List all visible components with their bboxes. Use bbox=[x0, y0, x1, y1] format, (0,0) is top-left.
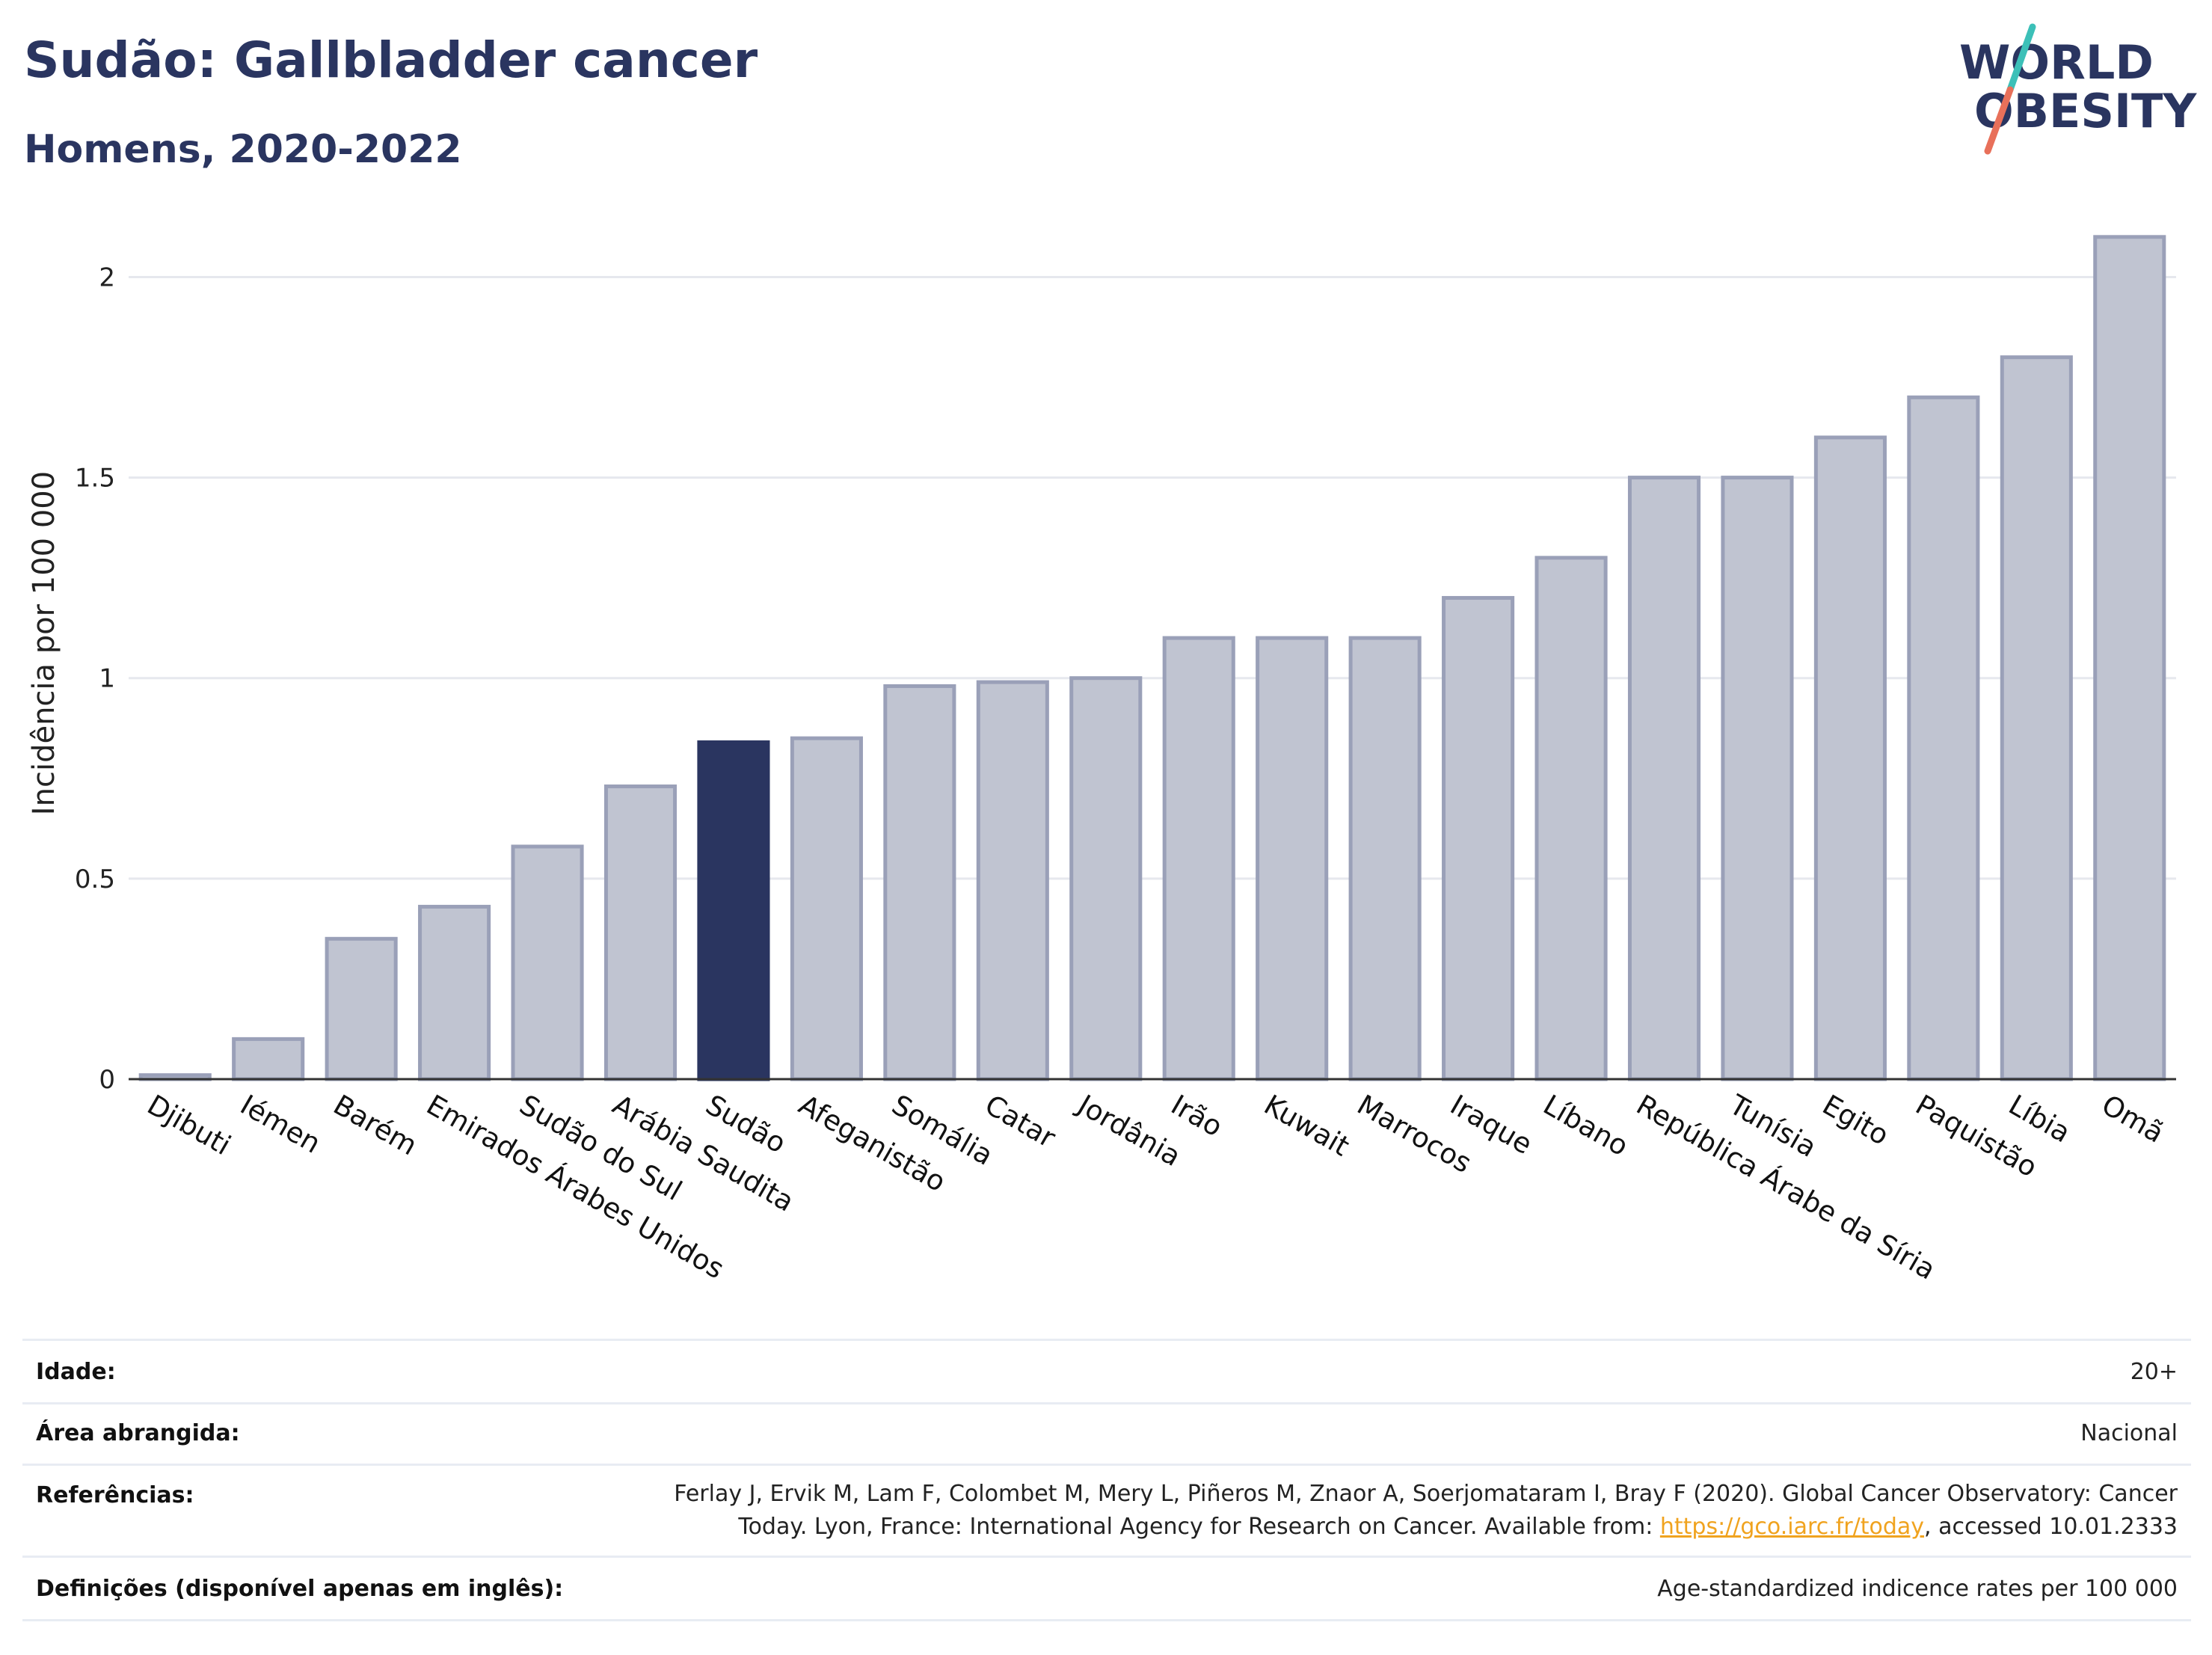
definitions-label: Definições (disponível apenas em inglês)… bbox=[36, 1576, 564, 1602]
bar-paquistão[interactable] bbox=[1907, 395, 1980, 1081]
bar-egito[interactable] bbox=[1813, 435, 1887, 1081]
bar-tunísia[interactable] bbox=[1721, 476, 1794, 1081]
references-line2: Today. Lyon, France: International Agenc… bbox=[674, 1511, 2178, 1544]
x-tick-label: Omã bbox=[2096, 1089, 2169, 1149]
y-tick-label: 1.5 bbox=[75, 464, 115, 494]
bar-república-árabe-da-síria[interactable] bbox=[1627, 476, 1701, 1081]
area-label: Área abrangida: bbox=[36, 1420, 240, 1446]
definitions-value: Age-standardized indicence rates per 100… bbox=[1657, 1576, 2178, 1602]
bar-catar[interactable] bbox=[976, 680, 1049, 1081]
references-line1: Ferlay J, Ervik M, Lam F, Colombet M, Me… bbox=[674, 1481, 2178, 1507]
bar-omã[interactable] bbox=[2093, 235, 2166, 1081]
page-title: Sudão: Gallbladder cancer bbox=[24, 31, 758, 89]
references-line2-pre: Today. Lyon, France: International Agenc… bbox=[738, 1514, 1660, 1540]
x-tick-label: Irão bbox=[1166, 1089, 1228, 1143]
y-tick-label: 1 bbox=[99, 664, 115, 694]
info-row-definitions: Definições (disponível apenas em inglês)… bbox=[22, 1558, 2191, 1621]
y-tick-label: 2 bbox=[99, 262, 115, 292]
bar-afeganistão[interactable] bbox=[790, 736, 863, 1081]
page-subtitle: Homens, 2020-2022 bbox=[24, 127, 462, 172]
x-tick-label: Jordânia bbox=[1072, 1088, 1187, 1173]
info-row-age: Idade: 20+ bbox=[22, 1339, 2191, 1404]
x-tick-label: Líbano bbox=[1538, 1089, 1634, 1163]
x-tick-label: Barém bbox=[328, 1089, 423, 1162]
bar-líbia[interactable] bbox=[2000, 355, 2073, 1081]
world-obesity-logo: WORLD OBESITY bbox=[1959, 23, 2197, 155]
age-label: Idade: bbox=[36, 1359, 116, 1385]
bar-líbano[interactable] bbox=[1534, 556, 1608, 1081]
y-tick-label: 0 bbox=[99, 1065, 115, 1095]
y-tick-label: 0.5 bbox=[75, 865, 115, 894]
bar-sudão-do-sul[interactable] bbox=[511, 844, 584, 1081]
bar-jordânia[interactable] bbox=[1069, 676, 1143, 1081]
bar-arábia-saudita[interactable] bbox=[603, 784, 678, 1081]
x-tick-label: Kuwait bbox=[1259, 1089, 1355, 1163]
references-line2-post: , accessed 10.01.2333 bbox=[1924, 1514, 2178, 1540]
bar-sudão[interactable] bbox=[697, 740, 770, 1081]
references-value: Ferlay J, Ervik M, Lam F, Colombet M, Me… bbox=[674, 1478, 2178, 1544]
x-tick-label: Djibuti bbox=[142, 1089, 236, 1162]
bar-kuwait[interactable] bbox=[1256, 636, 1329, 1081]
y-axis-ticks: 0 0.5 1 1.5 2 bbox=[75, 262, 115, 1095]
bar-barém[interactable] bbox=[325, 936, 398, 1081]
y-axis-label: Incidência por 100 000 bbox=[27, 471, 61, 815]
bars bbox=[138, 235, 2166, 1081]
bar-iraque[interactable] bbox=[1442, 595, 1515, 1081]
x-tick-label: Iémen bbox=[235, 1089, 326, 1160]
bar-iémen[interactable] bbox=[232, 1037, 305, 1081]
bar-emirados-árabes-unidos[interactable] bbox=[418, 904, 491, 1081]
references-label: Referências: bbox=[36, 1482, 194, 1508]
bar-irão[interactable] bbox=[1162, 636, 1235, 1081]
bar-somália[interactable] bbox=[883, 684, 956, 1081]
bar-marrocos[interactable] bbox=[1348, 636, 1422, 1081]
info-row-area: Área abrangida: Nacional bbox=[22, 1402, 2191, 1466]
references-link[interactable]: https://gco.iarc.fr/today bbox=[1659, 1514, 1925, 1540]
logo-line1: WORLD bbox=[1959, 35, 2154, 90]
x-tick-label: Egito bbox=[1817, 1089, 1894, 1152]
area-value: Nacional bbox=[2080, 1420, 2178, 1446]
age-value: 20+ bbox=[2130, 1359, 2178, 1385]
info-row-references: Referências: Ferlay J, Ervik M, Lam F, C… bbox=[22, 1466, 2191, 1558]
